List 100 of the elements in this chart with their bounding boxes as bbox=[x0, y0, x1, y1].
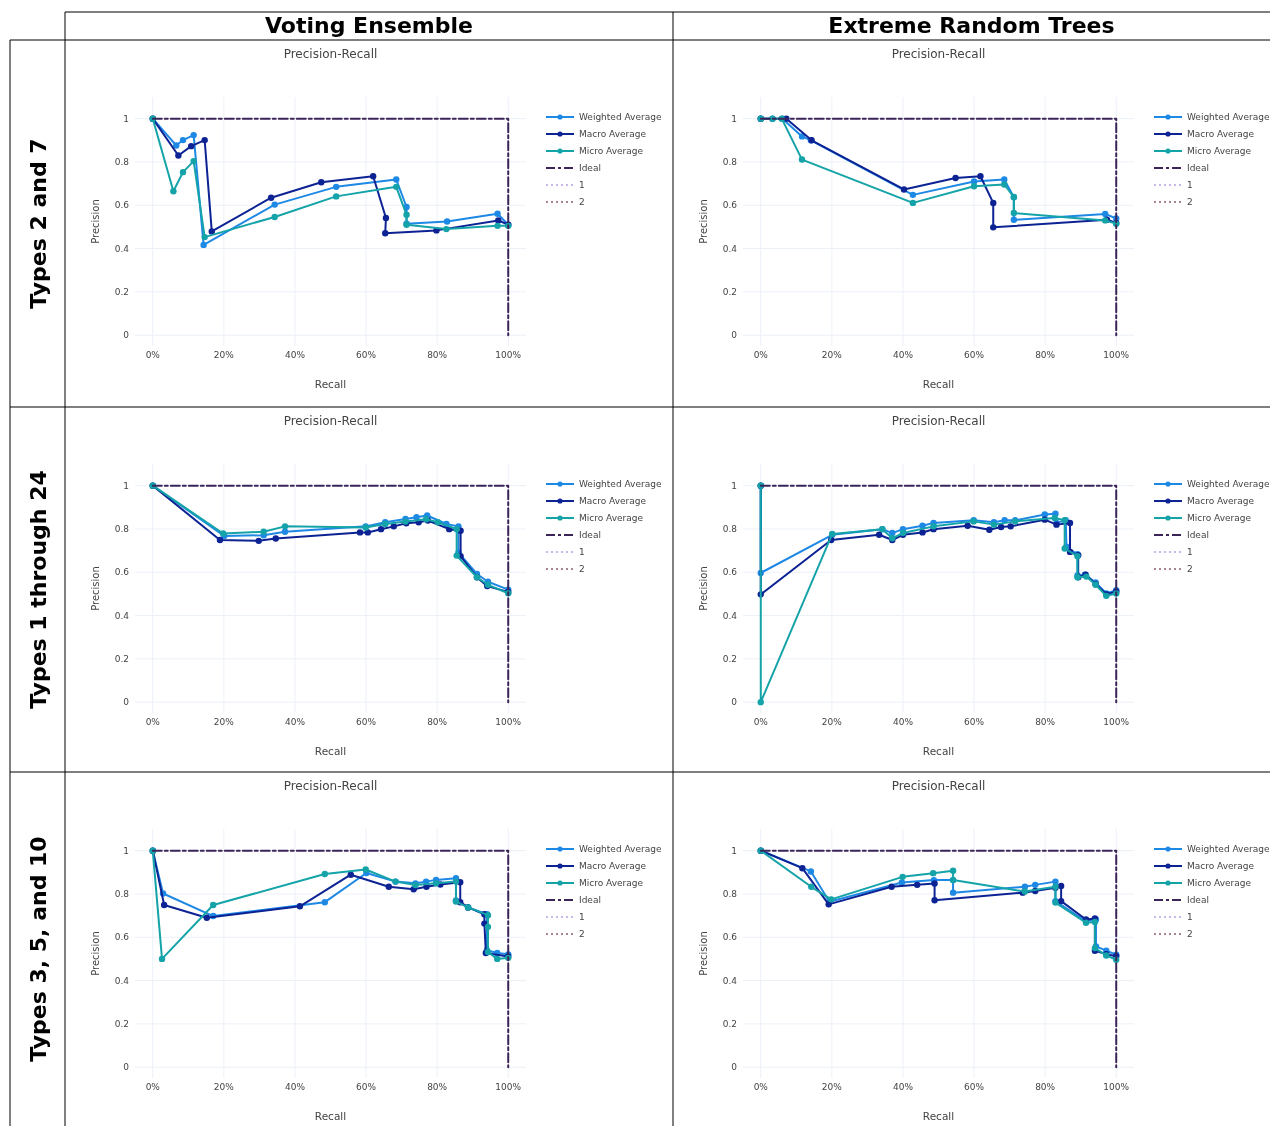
text: Types 3, 5, and 10 bbox=[25, 836, 51, 1062]
y-tick-label: 0 bbox=[731, 697, 738, 708]
y-axis-title: Precision bbox=[698, 199, 709, 244]
x-tick-label: 20% bbox=[213, 350, 235, 360]
text: Voting Ensemble bbox=[265, 13, 473, 38]
x-tick-label: 80% bbox=[1035, 350, 1056, 360]
legend-label: 2 bbox=[1187, 197, 1193, 207]
legend-label: Micro Average bbox=[1187, 146, 1252, 156]
x-tick-label: 60% bbox=[964, 717, 985, 727]
x-tick-label: 0% bbox=[753, 350, 769, 360]
legend-label: Micro Average bbox=[579, 513, 644, 523]
text: Types 2 and 7 bbox=[25, 138, 51, 309]
legend-label: Micro Average bbox=[579, 146, 644, 156]
legend-label: Macro Average bbox=[1187, 129, 1255, 139]
x-tick-label: 60% bbox=[964, 1082, 985, 1092]
y-tick-label: 0.6 bbox=[722, 932, 738, 943]
y-tick-label: 1 bbox=[123, 480, 129, 491]
y-axis-title: Precision bbox=[698, 931, 709, 976]
y-tick-label: 1 bbox=[731, 113, 737, 124]
legend-label: Ideal bbox=[1187, 530, 1209, 540]
y-axis-title: Precision bbox=[90, 199, 101, 244]
y-tick-label: 0.4 bbox=[114, 243, 130, 254]
legend-label: Macro Average bbox=[579, 496, 647, 506]
x-tick-label: 60% bbox=[356, 1082, 377, 1092]
y-tick-label: 0.8 bbox=[114, 888, 130, 899]
chart-title: Precision-Recall bbox=[891, 47, 986, 61]
x-tick-label: 0% bbox=[145, 1082, 161, 1092]
x-tick-label: 20% bbox=[821, 350, 843, 360]
x-tick-label: 100% bbox=[495, 717, 522, 727]
y-tick-label: 0.6 bbox=[114, 567, 130, 578]
legend-label: Ideal bbox=[1187, 895, 1209, 905]
legend-label: 1 bbox=[1187, 180, 1193, 190]
y-tick-label: 0.6 bbox=[722, 567, 738, 578]
legend-label: Ideal bbox=[579, 530, 601, 540]
legend-label: Macro Average bbox=[1187, 861, 1255, 871]
text: Extreme Random Trees bbox=[828, 13, 1115, 38]
legend-label: 1 bbox=[1187, 912, 1193, 922]
x-tick-label: 0% bbox=[753, 1082, 769, 1092]
legend-label: 2 bbox=[579, 564, 585, 574]
x-tick-label: 0% bbox=[145, 350, 161, 360]
x-tick-label: 40% bbox=[892, 717, 914, 727]
chart-title: Precision-Recall bbox=[283, 779, 378, 793]
y-tick-label: 0.4 bbox=[722, 243, 738, 254]
y-axis-title: Precision bbox=[90, 566, 101, 611]
x-tick-label: 60% bbox=[356, 350, 377, 360]
x-axis-title: Recall bbox=[314, 745, 347, 757]
legend-label: Macro Average bbox=[1187, 496, 1255, 506]
legend-label: Ideal bbox=[579, 895, 601, 905]
y-tick-label: 1 bbox=[123, 113, 129, 124]
chart-title: Precision-Recall bbox=[283, 414, 378, 428]
x-tick-label: 80% bbox=[427, 350, 448, 360]
y-tick-label: 0.2 bbox=[114, 1018, 129, 1029]
legend-label: Ideal bbox=[579, 163, 601, 173]
y-tick-label: 0.2 bbox=[114, 286, 129, 297]
legend-label: 1 bbox=[579, 912, 585, 922]
x-tick-label: 80% bbox=[427, 717, 448, 727]
x-axis-title: Recall bbox=[922, 378, 955, 390]
legend-label: Macro Average bbox=[579, 861, 647, 871]
legend-label: 1 bbox=[579, 547, 585, 557]
legend-label: Macro Average bbox=[579, 129, 647, 139]
legend-label: Micro Average bbox=[1187, 513, 1252, 523]
y-tick-label: 0.6 bbox=[722, 200, 738, 211]
x-tick-label: 20% bbox=[213, 1082, 235, 1092]
y-axis-title: Precision bbox=[698, 566, 709, 611]
y-tick-label: 0.6 bbox=[114, 932, 130, 943]
y-tick-label: 0 bbox=[731, 330, 738, 341]
x-tick-label: 40% bbox=[284, 350, 306, 360]
y-tick-label: 1 bbox=[731, 480, 737, 491]
legend-label: Weighted Average bbox=[579, 844, 662, 854]
x-tick-label: 0% bbox=[753, 717, 769, 727]
legend-label: 2 bbox=[1187, 929, 1193, 939]
x-tick-label: 80% bbox=[1035, 717, 1056, 727]
x-tick-label: 40% bbox=[892, 350, 914, 360]
chart-title: Precision-Recall bbox=[891, 779, 986, 793]
legend-label: Weighted Average bbox=[1187, 844, 1270, 854]
y-tick-label: 0.4 bbox=[114, 975, 130, 986]
x-tick-label: 100% bbox=[1103, 350, 1130, 360]
legend-label: Weighted Average bbox=[1187, 479, 1270, 489]
x-tick-label: 20% bbox=[213, 717, 235, 727]
x-tick-label: 0% bbox=[145, 717, 161, 727]
y-tick-label: 0.8 bbox=[722, 523, 738, 534]
legend-label: Micro Average bbox=[579, 878, 644, 888]
legend-label: 2 bbox=[579, 197, 585, 207]
legend-label: Ideal bbox=[1187, 163, 1209, 173]
y-axis-title: Precision bbox=[90, 931, 101, 976]
x-tick-label: 20% bbox=[821, 717, 843, 727]
x-tick-label: 80% bbox=[427, 1082, 448, 1092]
legend-label: 2 bbox=[579, 929, 585, 939]
x-tick-label: 40% bbox=[284, 717, 306, 727]
y-tick-label: 0 bbox=[123, 697, 130, 708]
x-tick-label: 40% bbox=[284, 1082, 306, 1092]
x-tick-label: 80% bbox=[1035, 1082, 1056, 1092]
y-tick-label: 0.4 bbox=[722, 975, 738, 986]
legend-label: 2 bbox=[1187, 564, 1193, 574]
x-tick-label: 60% bbox=[964, 350, 985, 360]
x-axis-title: Recall bbox=[314, 1110, 347, 1122]
y-tick-label: 0 bbox=[731, 1062, 738, 1073]
y-tick-label: 0.2 bbox=[722, 1018, 737, 1029]
y-tick-label: 0.4 bbox=[114, 610, 130, 621]
x-axis-title: Recall bbox=[922, 1110, 955, 1122]
